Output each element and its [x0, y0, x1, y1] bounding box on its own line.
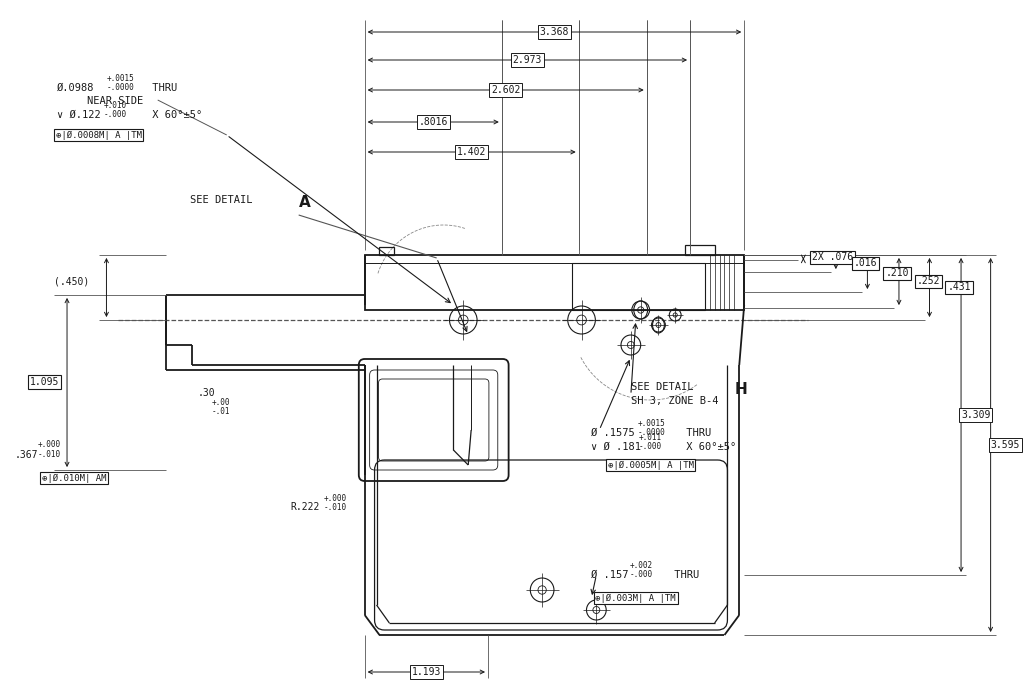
- Text: ⊕|Ø.003M| A |TM: ⊕|Ø.003M| A |TM: [596, 593, 676, 603]
- Text: -.0000: -.0000: [106, 83, 134, 92]
- Text: (.450): (.450): [54, 277, 89, 287]
- Text: -.000: -.000: [639, 442, 662, 451]
- Text: +.00: +.00: [212, 398, 230, 407]
- Bar: [380, 247, 394, 255]
- Text: +.010: +.010: [103, 101, 127, 110]
- Text: -.0000: -.0000: [638, 428, 666, 437]
- Text: SEE DETAIL: SEE DETAIL: [190, 195, 265, 205]
- Text: 2.973: 2.973: [513, 55, 542, 65]
- Text: .8016: .8016: [419, 117, 447, 127]
- Text: -.000: -.000: [630, 570, 653, 579]
- Text: +.0015: +.0015: [106, 74, 134, 83]
- Text: 1.402: 1.402: [457, 147, 486, 157]
- Text: THRU: THRU: [669, 570, 699, 580]
- Text: THRU: THRU: [145, 83, 177, 93]
- Text: .210: .210: [885, 268, 908, 278]
- Text: SEE DETAIL: SEE DETAIL: [631, 382, 706, 392]
- Text: -.01: -.01: [212, 407, 230, 416]
- Text: 2X .076: 2X .076: [812, 252, 853, 263]
- Text: .252: .252: [916, 277, 940, 287]
- Text: +.0015: +.0015: [638, 419, 666, 428]
- Text: +.000: +.000: [38, 440, 60, 449]
- Text: A: A: [299, 195, 310, 210]
- Text: 3.309: 3.309: [962, 410, 990, 420]
- Bar: [365, 255, 744, 310]
- Text: +.011: +.011: [639, 433, 662, 442]
- Bar: [685, 245, 715, 255]
- Text: 2.602: 2.602: [490, 85, 520, 95]
- Text: -.000: -.000: [103, 110, 127, 119]
- Text: 1.193: 1.193: [412, 667, 441, 677]
- Bar: [571, 263, 705, 310]
- Text: Ø .1575: Ø .1575: [592, 428, 635, 438]
- Text: -.010: -.010: [38, 450, 60, 459]
- Text: 3.368: 3.368: [540, 27, 569, 37]
- Text: .30: .30: [198, 388, 215, 398]
- Text: R.222: R.222: [291, 502, 321, 512]
- Text: ⊕|Ø.0008M| A |TM: ⊕|Ø.0008M| A |TM: [55, 131, 141, 140]
- Text: Ø.0988: Ø.0988: [57, 83, 94, 93]
- Text: NEAR SIDE: NEAR SIDE: [87, 96, 143, 106]
- Text: +.000: +.000: [324, 494, 346, 503]
- Text: +.002: +.002: [630, 561, 653, 570]
- Text: X 60°±5°: X 60°±5°: [680, 442, 736, 452]
- Text: 3.595: 3.595: [990, 440, 1020, 450]
- Text: H: H: [734, 382, 748, 397]
- Text: .367: .367: [14, 450, 38, 460]
- Text: Ø .157: Ø .157: [592, 570, 629, 580]
- Text: .016: .016: [854, 259, 878, 268]
- Text: -.010: -.010: [324, 503, 346, 512]
- Text: X 60°±5°: X 60°±5°: [145, 110, 202, 120]
- Text: ⊕|Ø.010M| AM: ⊕|Ø.010M| AM: [42, 473, 106, 482]
- Text: ⊕|Ø.0005M| A |TM: ⊕|Ø.0005M| A |TM: [607, 461, 693, 470]
- Text: .431: .431: [947, 282, 971, 292]
- Text: ∨ Ø .181: ∨ Ø .181: [592, 442, 641, 452]
- Text: SH 3, ZONE B-4: SH 3, ZONE B-4: [631, 396, 719, 406]
- Text: 1.095: 1.095: [30, 377, 59, 387]
- Text: ∨ Ø.122: ∨ Ø.122: [57, 110, 101, 120]
- Text: THRU: THRU: [680, 428, 712, 438]
